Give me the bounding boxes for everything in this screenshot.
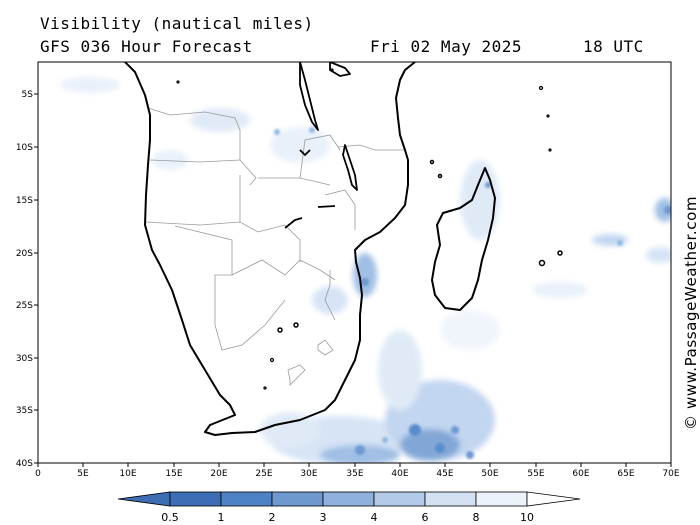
lat-label: 40S [16,459,33,469]
lon-label: 50E [481,469,498,479]
lon-label: 55E [527,469,544,479]
visibility-shading [60,77,671,463]
legend-swatch [424,491,477,507]
forecast-model-label: GFS 036 Hour Forecast [40,37,253,56]
lon-label: 30E [300,469,317,479]
lat-label: 35S [16,406,33,416]
legend-swatch [271,491,324,507]
legend-swatch [322,491,375,507]
forecast-time: 18 UTC [583,37,644,56]
legend-tick-label: 1 [218,511,225,524]
lon-label: 5E [77,469,89,479]
coastlines [124,62,563,436]
africa-coastline [124,62,416,436]
visibility-legend: 0.5 1 2 3 4 6 8 10 [117,491,581,524]
lon-label: 0 [35,469,41,479]
legend-tick-label: 10 [520,511,534,524]
lon-label: 70E [662,469,679,479]
lon-label: 60E [572,469,589,479]
legend-right-arrow [526,491,581,507]
legend-swatch [220,491,273,507]
legend-tick-label: 3 [320,511,327,524]
legend-tick-label: 6 [422,511,429,524]
lat-label: 20S [16,249,33,259]
lon-label: 10E [119,469,136,479]
lon-label: 15E [165,469,182,479]
forecast-date: Fri 02 May 2025 [370,37,522,56]
latitude-labels: 5S 10S 15S 20S 25S 30S 35S 40S [16,90,33,469]
legend-tick-label: 8 [473,511,480,524]
lat-label: 10S [16,143,33,153]
lat-label: 25S [16,301,33,311]
lon-label: 35E [346,469,363,479]
map-title: Visibility (nautical miles) [40,14,314,33]
legend-swatch [373,491,426,507]
legend-left-arrow [117,491,171,507]
legend-swatch [169,491,222,507]
longitude-labels: 0 5E 10E 15E 20E 25E 30E 35E 40E 45E 50E… [35,469,680,479]
lon-label: 40E [391,469,408,479]
lon-label: 45E [436,469,453,479]
lon-label: 20E [210,469,227,479]
lat-label: 30S [16,354,33,364]
lat-label: 5S [22,90,34,100]
madagascar-coastline [431,167,496,311]
axis-ticks [34,93,672,467]
legend-swatch [475,491,528,507]
legend-tick-label: 4 [371,511,378,524]
legend-tick-label: 0.5 [161,511,179,524]
lon-label: 25E [255,469,272,479]
credit-watermark: © www.PassageWeather.com [682,195,700,430]
lat-label: 15S [16,196,33,206]
legend-tick-label: 2 [269,511,276,524]
map-plot-area [38,62,671,463]
country-borders [144,107,405,386]
lon-label: 65E [617,469,634,479]
